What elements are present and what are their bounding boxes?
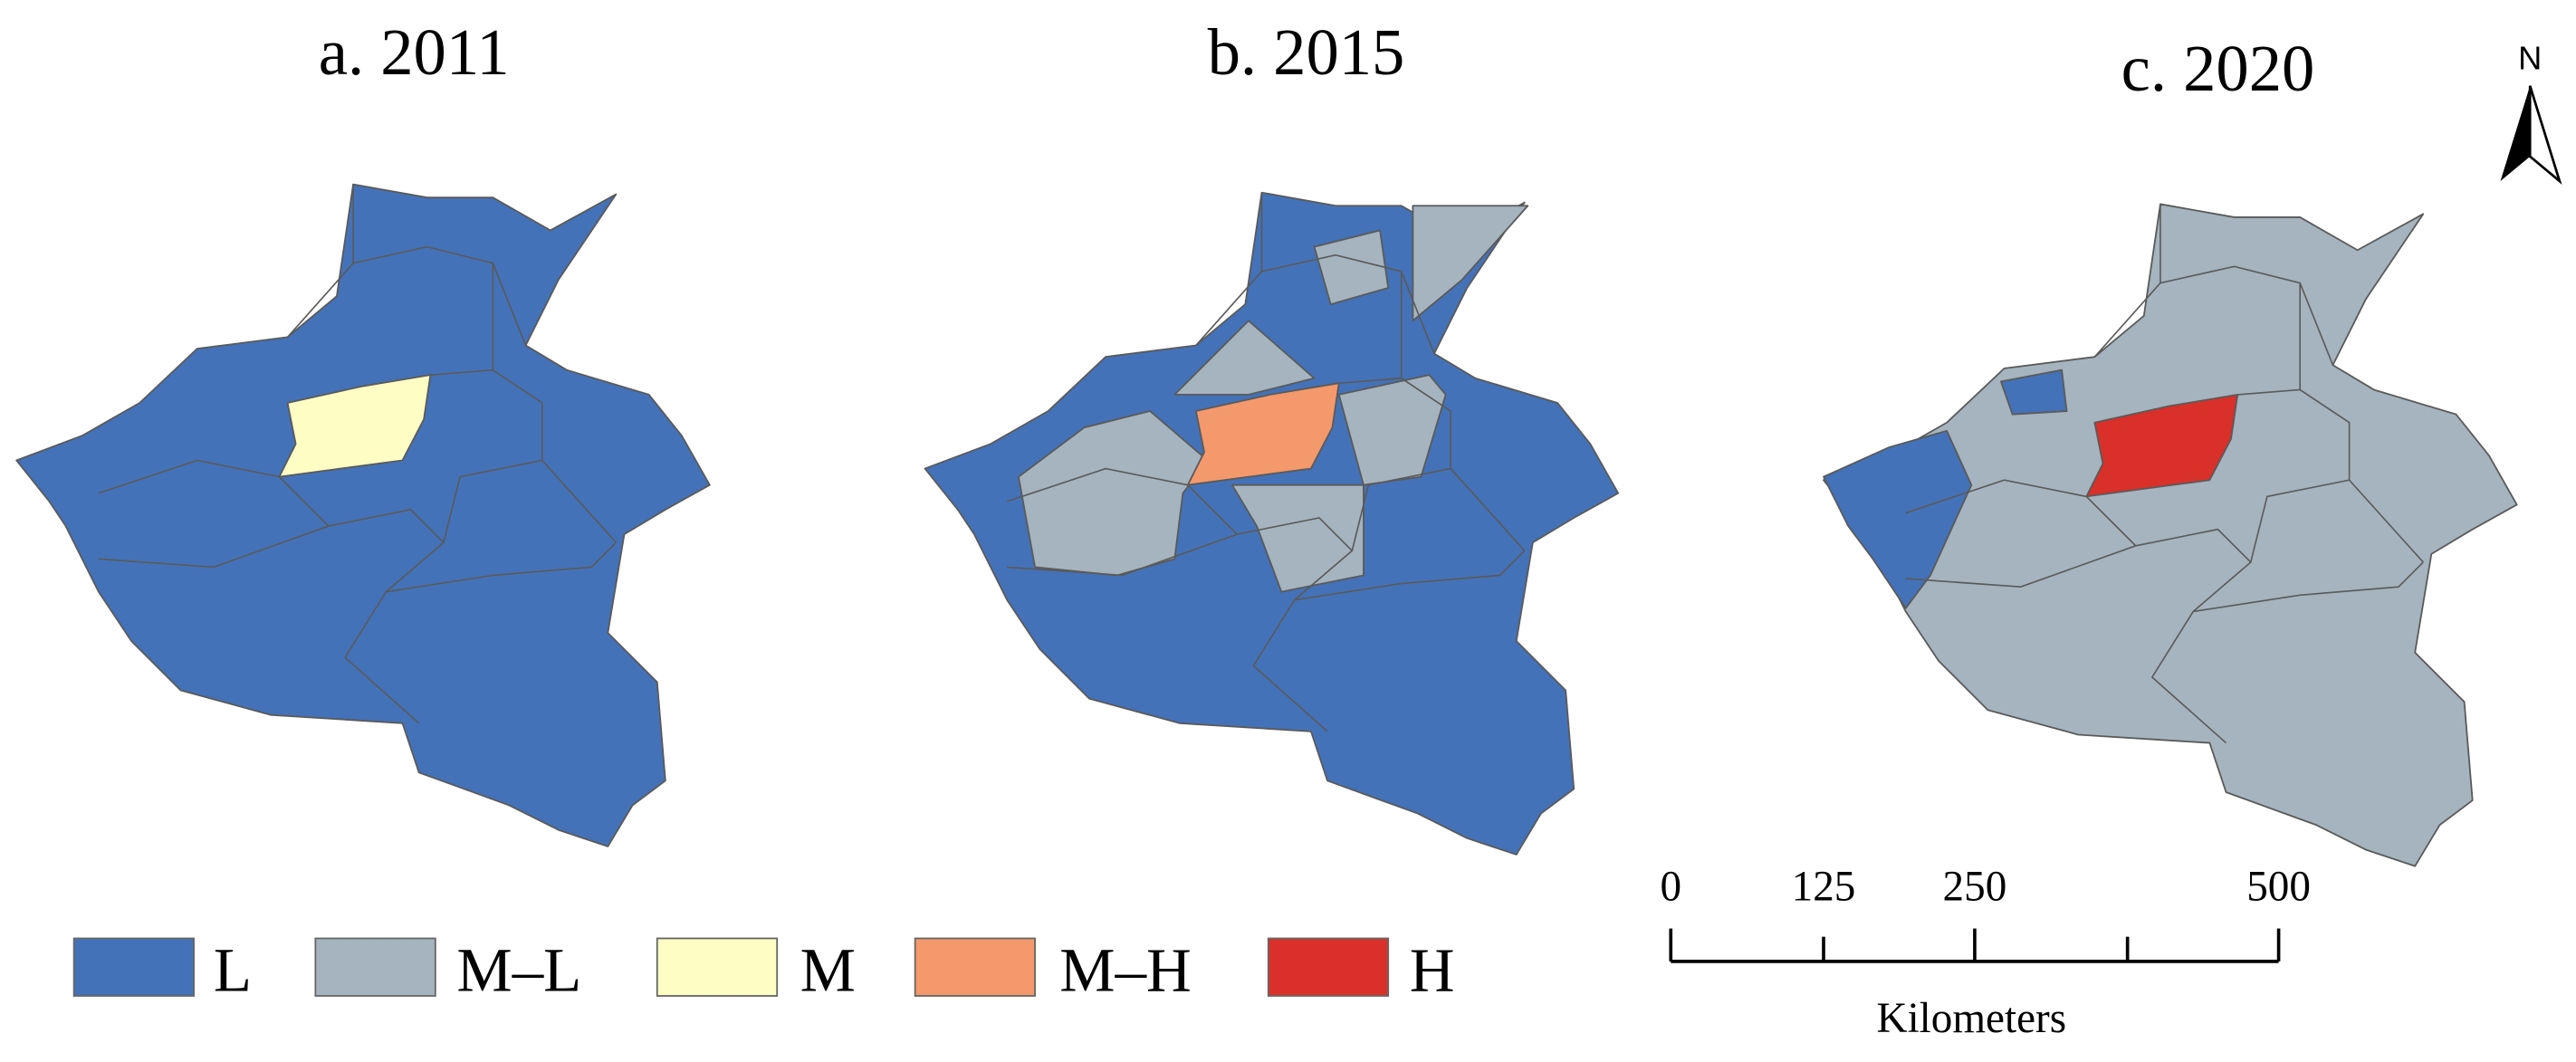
region	[1313, 229, 1390, 306]
legend-label: M–L	[456, 936, 581, 1005]
region	[1173, 320, 1316, 396]
map-title: b. 2015	[1208, 15, 1405, 89]
scale-unit: Kilometers	[1877, 995, 2067, 1042]
legend-swatch	[314, 937, 436, 997]
region	[15, 183, 711, 847]
scale-labels: 0 125 250 500 Kilometers	[1660, 864, 2310, 1042]
scale-bar	[1669, 928, 2281, 963]
legend-label: M	[800, 936, 856, 1005]
scale-label: 0	[1660, 864, 1681, 911]
scale-label: 250	[1943, 864, 2007, 911]
map-title: a. 2011	[319, 15, 510, 89]
north-label: N	[2518, 40, 2542, 77]
north-arrow: N	[2500, 40, 2562, 186]
region	[2000, 368, 2068, 416]
map-a: a. 2011	[15, 15, 711, 847]
legend-swatch	[914, 937, 1036, 997]
legend-swatch	[1267, 937, 1390, 997]
map-c: c. 2020	[1823, 32, 2518, 867]
region	[1231, 483, 1365, 593]
arrow-half	[2500, 85, 2531, 182]
scale-label: 125	[1792, 864, 1856, 911]
arrow-half	[2528, 85, 2562, 186]
legend-swatch	[656, 937, 779, 997]
map-b: b. 2015	[924, 15, 1620, 856]
legend-label: H	[1410, 936, 1455, 1005]
legend-label: M–H	[1059, 936, 1192, 1005]
region	[1823, 429, 1973, 609]
region	[1412, 205, 1529, 322]
map-title: c. 2020	[2121, 32, 2315, 105]
legend: L M–L M M–H H	[72, 936, 1455, 1005]
region	[1337, 374, 1447, 486]
legend-swatch	[72, 937, 196, 997]
legend-label: L	[214, 936, 252, 1005]
region	[1018, 410, 1209, 577]
scale-label: 500	[2246, 864, 2311, 911]
